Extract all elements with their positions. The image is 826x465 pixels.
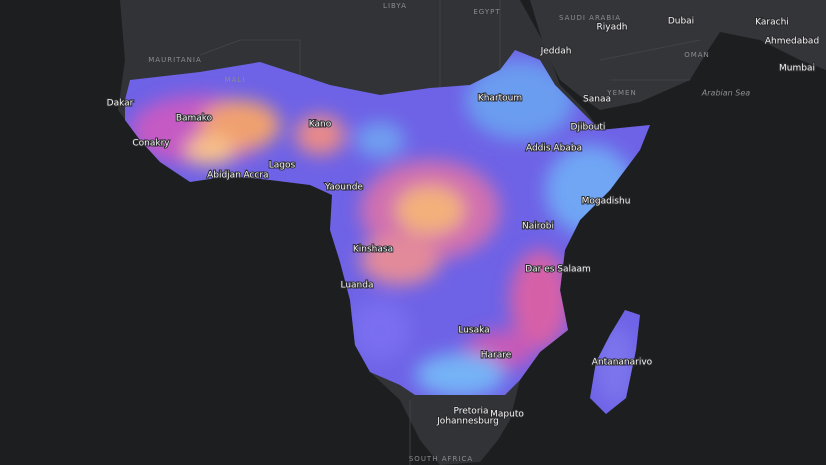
city-label: Harare <box>481 351 512 361</box>
city-label: Dar es Salaam <box>525 265 591 275</box>
city-label: Khartoum <box>478 94 522 104</box>
city-label: Conakry <box>132 139 170 149</box>
city-label: Nairobi <box>522 222 554 232</box>
country-label: YEMEN <box>606 89 636 97</box>
city-label: Lusaka <box>458 326 489 336</box>
land-arabia <box>530 0 826 110</box>
country-label: EGYPT <box>473 8 500 16</box>
city-label: Djibouti <box>571 123 606 133</box>
water-label: Arabian Sea <box>701 89 750 98</box>
city-label: Yaounde <box>324 183 363 193</box>
border-lines <box>199 0 701 465</box>
city-label: Mogadishu <box>582 197 631 207</box>
city-label: Johannesburg <box>436 417 499 427</box>
city-label: Maputo <box>490 410 524 420</box>
city-label: Luanda <box>340 281 373 291</box>
city-label: Jeddah <box>540 47 572 57</box>
city-label: Accra <box>243 171 268 181</box>
city-label: Abidjan <box>207 171 241 181</box>
city-label: Lagos <box>269 161 296 171</box>
country-label: LIBYA <box>383 2 407 10</box>
city-label: Pretoria <box>453 407 488 417</box>
country-label: MALI <box>225 76 246 84</box>
city-label: Karachi <box>755 18 789 28</box>
city-label: Bamako <box>176 114 213 124</box>
country-label: MAURITANIA <box>148 56 202 64</box>
country-label: SOUTH AFRICA <box>409 455 473 463</box>
city-label: Sanaa <box>583 95 611 105</box>
city-label: Ahmedabad <box>765 37 819 47</box>
city-label: Kinshasa <box>353 245 393 255</box>
country-label: SAUDI ARABIA <box>559 14 621 22</box>
city-label: Dubai <box>668 17 694 27</box>
country-label: OMAN <box>684 51 710 59</box>
city-label: Riyadh <box>596 23 627 33</box>
city-label: Dakar <box>107 99 134 109</box>
city-label: Mumbai <box>779 64 815 74</box>
city-label: Kano <box>309 120 332 130</box>
city-label: Addis Ababa <box>526 144 582 154</box>
city-label: Antananarivo <box>592 358 653 368</box>
